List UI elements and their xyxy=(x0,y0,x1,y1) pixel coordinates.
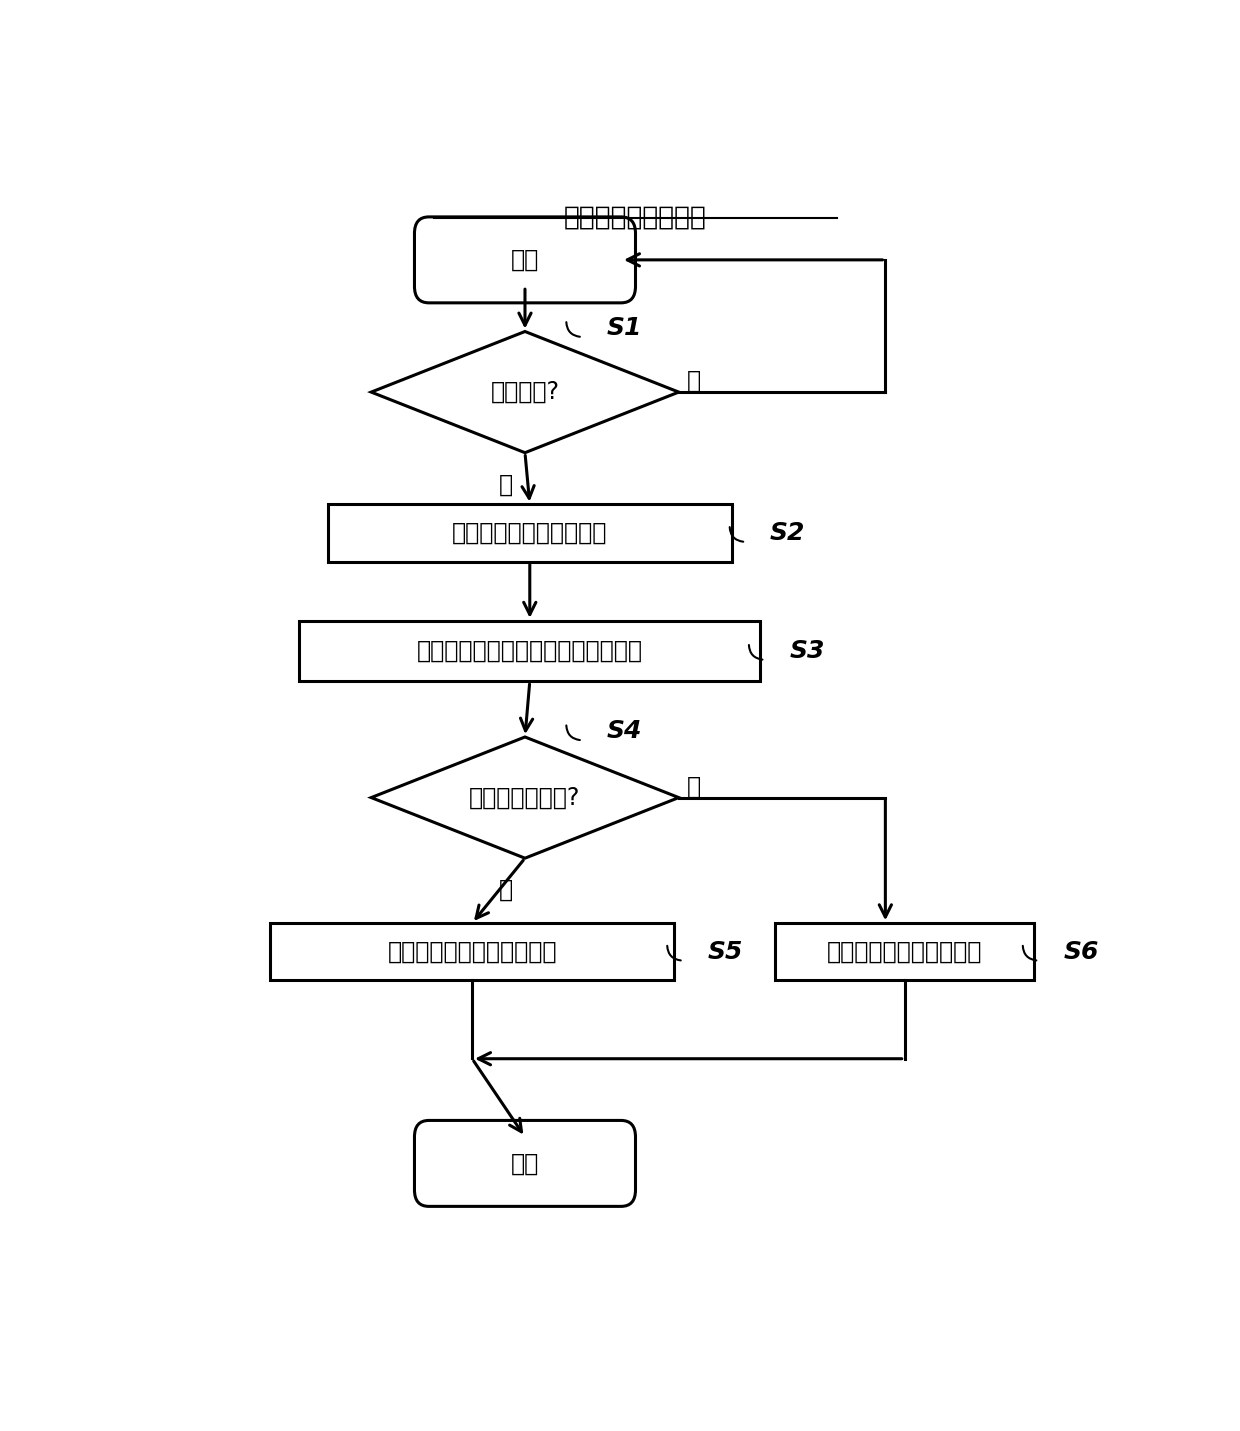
Polygon shape xyxy=(371,737,678,859)
Text: S4: S4 xyxy=(606,720,642,744)
Text: 根据时间序列的校正参数计算统计值: 根据时间序列的校正参数计算统计值 xyxy=(417,640,642,663)
Bar xyxy=(775,923,1034,980)
Polygon shape xyxy=(371,332,678,452)
Bar xyxy=(299,621,760,681)
Text: 是: 是 xyxy=(498,472,513,497)
Text: 开始: 开始 xyxy=(511,248,539,272)
FancyBboxPatch shape xyxy=(414,1120,635,1206)
Text: S3: S3 xyxy=(789,640,825,663)
Text: 分析开始?: 分析开始? xyxy=(491,381,559,404)
Text: S6: S6 xyxy=(1063,940,1099,964)
Bar xyxy=(327,505,732,562)
Text: 统计值超过阈值?: 统计值超过阈值? xyxy=(469,786,580,810)
Bar xyxy=(270,923,675,980)
Text: S1: S1 xyxy=(606,316,642,341)
Text: 结束: 结束 xyxy=(511,1152,539,1175)
Text: 否: 否 xyxy=(687,369,701,394)
Text: 报知没有超过阈值的意旨: 报知没有超过阈值的意旨 xyxy=(827,940,982,964)
FancyBboxPatch shape xyxy=(414,218,635,303)
Text: 否: 否 xyxy=(687,774,701,798)
Text: S5: S5 xyxy=(708,940,743,964)
Text: 是: 是 xyxy=(498,879,513,902)
Text: 发出超过阈值的意旨的警告: 发出超过阈值的意旨的警告 xyxy=(387,940,557,964)
Text: S2: S2 xyxy=(770,521,806,545)
Text: 校正参数的分析阶段: 校正参数的分析阶段 xyxy=(564,205,707,230)
Text: 读出时间序列的校正参数: 读出时间序列的校正参数 xyxy=(453,521,608,545)
